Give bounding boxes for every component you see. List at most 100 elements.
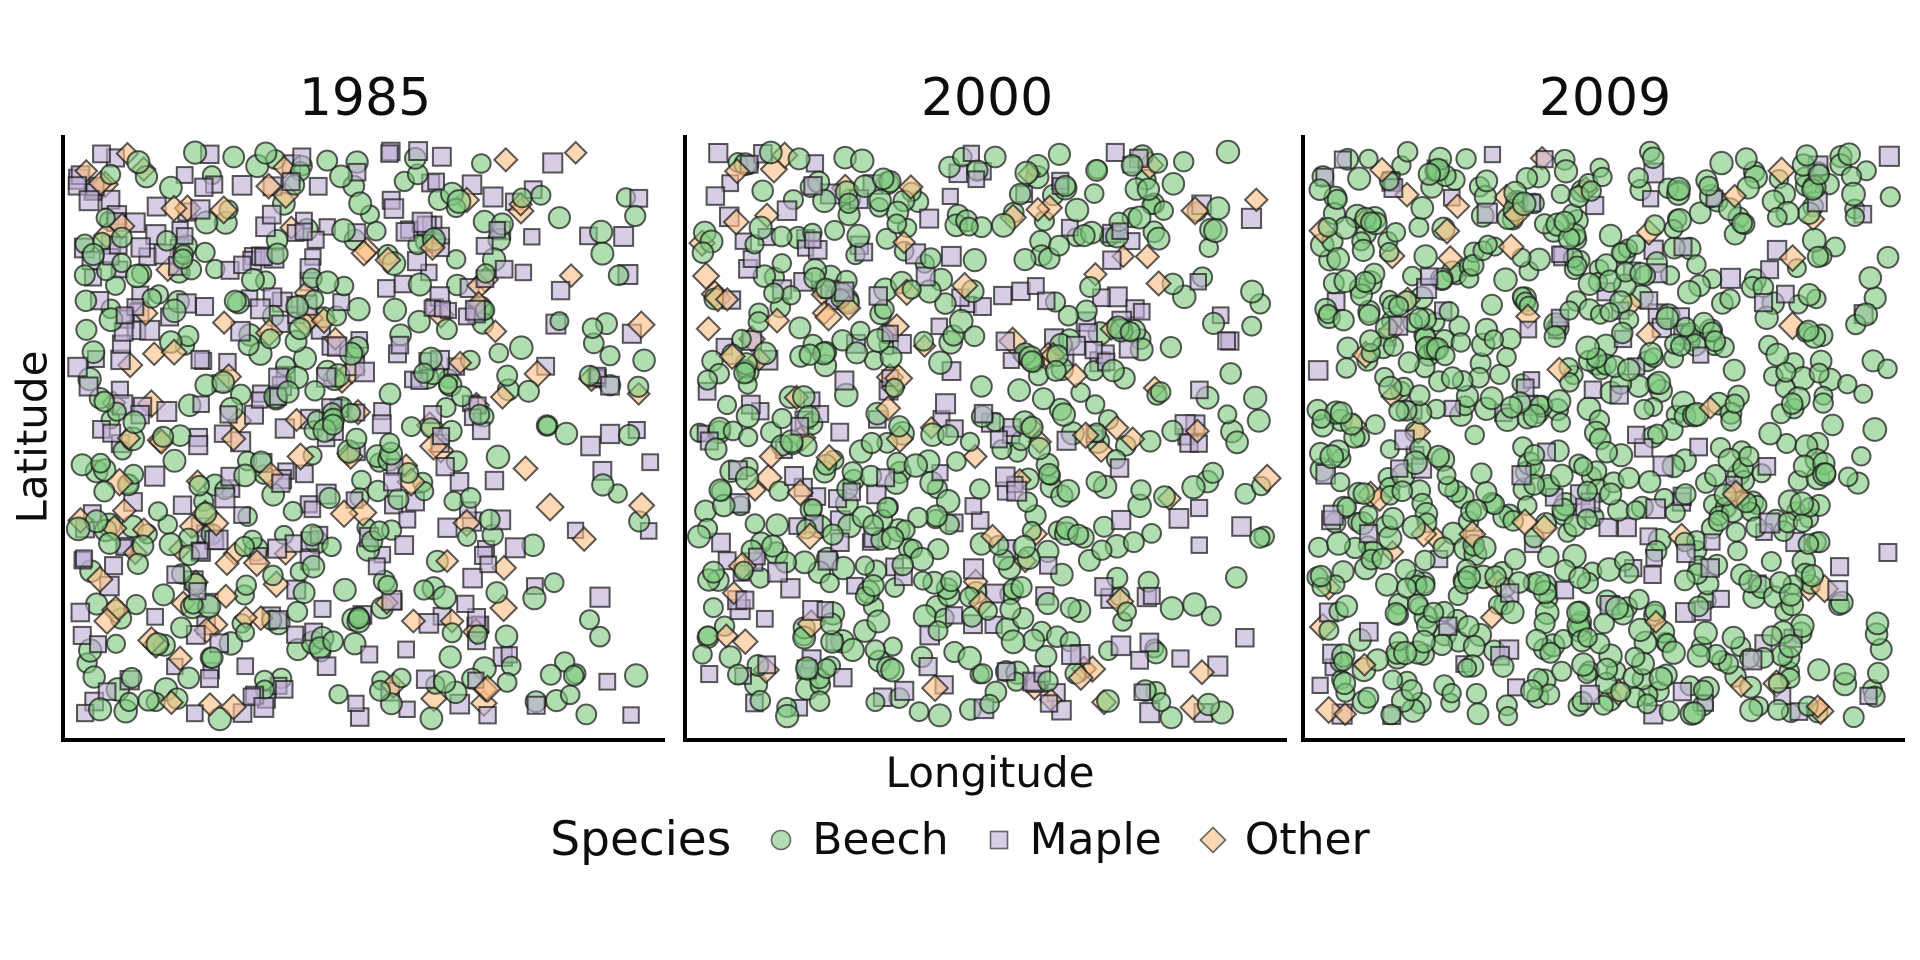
marker-beech — [126, 552, 150, 575]
marker-maple — [308, 176, 328, 196]
marker-other — [512, 455, 539, 482]
marker-beech — [727, 663, 749, 686]
marker-beech — [1417, 162, 1442, 186]
marker-beech — [1173, 151, 1195, 173]
marker-other — [472, 674, 502, 704]
marker-beech — [1527, 247, 1551, 272]
marker-beech — [624, 204, 647, 228]
marker-beech — [884, 377, 905, 398]
marker-beech — [771, 407, 793, 430]
marker-maple — [253, 697, 275, 718]
marker-maple — [188, 435, 209, 456]
marker-other — [329, 499, 359, 529]
marker-beech — [95, 207, 116, 229]
marker-beech — [1595, 657, 1619, 681]
marker-beech — [537, 415, 558, 436]
marker-maple — [75, 549, 94, 568]
marker-maple — [1142, 586, 1161, 605]
marker-maple — [144, 465, 166, 487]
marker-maple — [962, 144, 981, 162]
marker-beech — [1549, 463, 1574, 488]
marker-beech — [1056, 479, 1081, 503]
marker-other — [1067, 664, 1095, 692]
marker-beech — [1483, 329, 1505, 350]
marker-beech — [141, 288, 163, 309]
marker-maple — [1692, 346, 1710, 364]
marker-beech — [876, 496, 899, 519]
marker-maple — [1476, 202, 1498, 224]
marker-beech — [1182, 592, 1207, 617]
marker-maple — [1311, 676, 1329, 695]
marker-beech — [223, 289, 247, 313]
marker-maple — [415, 669, 436, 689]
marker-beech — [758, 140, 783, 165]
marker-maple — [589, 586, 611, 608]
marker-beech — [1599, 302, 1620, 323]
marker-beech — [1837, 374, 1858, 395]
marker-other — [160, 194, 188, 223]
marker-beech — [400, 416, 422, 438]
marker-other — [563, 140, 588, 165]
marker-beech — [147, 501, 169, 522]
marker-maple — [550, 280, 571, 301]
marker-beech — [1862, 417, 1888, 442]
marker-maple — [1689, 437, 1708, 457]
marker-beech — [1038, 462, 1061, 486]
marker-beech — [1083, 183, 1105, 204]
marker-beech — [1465, 682, 1488, 705]
marker-beech — [1410, 196, 1435, 220]
marker-beech — [321, 413, 345, 436]
marker-maple — [390, 335, 410, 355]
facet-title-2009: 2009 — [1538, 68, 1672, 128]
marker-beech — [607, 264, 630, 287]
marker-beech — [1641, 146, 1665, 170]
maple-square-icon — [989, 830, 1008, 849]
marker-beech — [1780, 392, 1804, 415]
marker-maple — [708, 143, 729, 164]
y-axis-label: Latitude — [7, 350, 57, 524]
marker-beech — [1358, 148, 1379, 169]
marker-maple — [542, 152, 564, 174]
marker-other — [141, 341, 167, 367]
marker-maple — [89, 635, 107, 654]
marker-maple — [233, 506, 251, 524]
marker-beech — [201, 646, 224, 670]
marker-other — [1180, 195, 1211, 226]
marker-maple — [816, 601, 834, 619]
marker-other — [1805, 694, 1831, 719]
marker-maple — [1190, 498, 1209, 518]
marker-beech — [1592, 166, 1613, 188]
marker-beech — [1119, 321, 1141, 343]
marker-beech — [909, 546, 935, 572]
marker-beech — [979, 693, 1000, 715]
marker-beech — [304, 380, 326, 402]
marker-beech — [589, 625, 611, 648]
marker-maple — [214, 487, 236, 509]
marker-maple — [1878, 145, 1900, 167]
marker-beech — [780, 285, 802, 306]
marker-maple — [1753, 293, 1774, 313]
marker-beech — [1739, 698, 1764, 723]
marker-maple — [1859, 686, 1878, 705]
marker-beech — [792, 385, 816, 409]
marker-maple — [1333, 150, 1352, 169]
marker-beech — [798, 343, 822, 366]
marker-maple — [1105, 142, 1125, 162]
marker-beech — [1797, 319, 1820, 342]
marker-other — [447, 350, 473, 375]
marker-beech — [1673, 569, 1696, 592]
marker-beech — [1550, 412, 1572, 433]
marker-maple — [367, 557, 386, 576]
marker-beech — [1434, 345, 1456, 367]
marker-beech — [1503, 548, 1527, 571]
marker-other — [220, 425, 247, 452]
marker-other — [1698, 395, 1723, 420]
marker-maple — [482, 186, 504, 208]
marker-beech — [276, 380, 300, 404]
marker-maple — [377, 279, 396, 298]
marker-maple — [1672, 681, 1693, 702]
x-axis-label: Longitude — [885, 748, 1095, 797]
marker-beech — [70, 453, 94, 477]
marker-beech — [927, 620, 949, 642]
marker-other — [158, 689, 185, 716]
